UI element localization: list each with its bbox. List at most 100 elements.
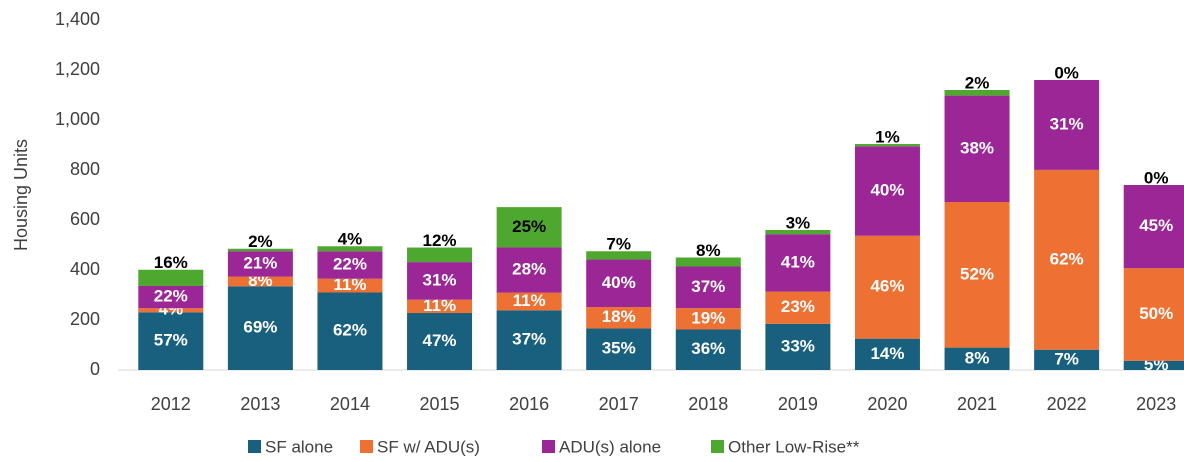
data-label: 31% xyxy=(1050,114,1084,133)
bar-segment xyxy=(1034,80,1100,170)
legend-swatch xyxy=(542,440,555,453)
y-tick-label: 1,400 xyxy=(55,9,100,29)
data-label: 50% xyxy=(1139,304,1173,323)
x-tick-label: 2012 xyxy=(151,394,191,414)
data-label: 40% xyxy=(870,180,904,199)
bar-segment xyxy=(317,292,383,370)
bar-segment xyxy=(765,291,831,324)
bar-segment xyxy=(586,259,652,308)
legend-swatch xyxy=(248,440,261,453)
y-tick-label: 1,000 xyxy=(55,109,100,129)
bar-segment xyxy=(675,329,741,370)
x-tick-label: 2018 xyxy=(688,394,728,414)
bar-segment xyxy=(496,310,562,370)
data-label: 40% xyxy=(602,273,636,292)
data-label: 37% xyxy=(512,330,546,349)
data-label: 8% xyxy=(696,241,721,260)
data-label: 18% xyxy=(602,307,636,326)
bar-segment xyxy=(1034,349,1100,370)
data-label: 11% xyxy=(423,296,456,315)
bar-segment xyxy=(227,276,293,287)
x-tick-label: 2014 xyxy=(330,394,370,414)
bar-segment xyxy=(407,262,473,300)
legend-label: Other Low-Rise** xyxy=(728,437,860,456)
bar-segment xyxy=(675,266,741,309)
data-label: 69% xyxy=(243,318,277,337)
data-label: 46% xyxy=(870,277,904,296)
x-tick-label: 2021 xyxy=(957,394,997,414)
bar-segment xyxy=(1123,360,1184,370)
data-label: 36% xyxy=(691,339,725,358)
data-label: 4% xyxy=(338,230,363,249)
data-label: 22% xyxy=(154,287,188,306)
data-label: 0% xyxy=(1054,63,1079,82)
data-label: 33% xyxy=(781,336,815,355)
data-label: 25% xyxy=(512,217,546,236)
bar-segment xyxy=(138,312,204,370)
data-label: 21% xyxy=(243,253,277,272)
bar-segment xyxy=(496,207,562,248)
x-tick-label: 2015 xyxy=(420,394,460,414)
y-axis-title: Housing Units xyxy=(11,139,31,251)
legend-swatch xyxy=(711,440,724,453)
bar-segment xyxy=(586,328,652,370)
bar-segment xyxy=(944,202,1010,348)
data-label: 52% xyxy=(960,264,994,283)
bar-segment xyxy=(1123,185,1184,269)
bar-segment xyxy=(854,146,920,236)
bar-segment xyxy=(675,257,741,267)
data-label: 7% xyxy=(1054,349,1079,368)
bar-segment xyxy=(944,347,1010,370)
data-label: 11% xyxy=(333,275,366,294)
bar-segment xyxy=(496,292,562,311)
bar-segment xyxy=(586,307,652,329)
bar-segment xyxy=(317,278,383,293)
x-tick-label: 2022 xyxy=(1047,394,1087,414)
data-label: 8% xyxy=(965,348,990,367)
bar-segment xyxy=(496,247,562,293)
bar-segment xyxy=(765,234,831,292)
bar-segment xyxy=(407,313,473,370)
data-label: 62% xyxy=(333,321,367,340)
bar-segment xyxy=(1034,169,1100,350)
data-label: 12% xyxy=(423,231,457,250)
data-label: 37% xyxy=(691,277,725,296)
data-label: 0% xyxy=(1144,168,1169,187)
x-tick-label: 2020 xyxy=(867,394,907,414)
y-tick-label: 0 xyxy=(90,359,100,379)
y-tick-label: 200 xyxy=(70,309,100,329)
bar-segment xyxy=(317,246,383,252)
data-label: 28% xyxy=(512,260,546,279)
y-tick-label: 800 xyxy=(70,159,100,179)
bar-segment xyxy=(765,323,831,370)
x-tick-label: 2019 xyxy=(778,394,818,414)
data-label: 35% xyxy=(602,339,636,358)
bar-segment xyxy=(407,247,473,263)
legend-swatch xyxy=(360,440,373,453)
x-tick-label: 2013 xyxy=(240,394,280,414)
bar-segment xyxy=(944,90,1010,96)
bar-segment xyxy=(317,251,383,279)
data-label: 31% xyxy=(423,270,457,289)
data-label: 14% xyxy=(870,344,904,363)
x-tick-label: 2016 xyxy=(509,394,549,414)
data-label: 3% xyxy=(786,213,811,232)
legend-label: SF w/ ADU(s) xyxy=(377,437,480,456)
legend-label: ADU(s) alone xyxy=(559,437,661,456)
bar-segment xyxy=(227,248,293,252)
bar-segment xyxy=(138,269,204,286)
y-tick-label: 400 xyxy=(70,259,100,279)
bar-segment xyxy=(138,285,204,309)
bar-segment xyxy=(854,338,920,370)
y-tick-label: 1,200 xyxy=(55,59,100,79)
data-label: 47% xyxy=(423,331,457,350)
data-label: 1% xyxy=(875,127,900,146)
data-label: 22% xyxy=(333,254,367,273)
bar-segment xyxy=(407,299,473,314)
data-label: 2% xyxy=(965,73,990,92)
x-tick-label: 2017 xyxy=(599,394,639,414)
data-label: 38% xyxy=(960,138,994,157)
bar-segment xyxy=(765,230,831,235)
bar-segment xyxy=(586,251,652,260)
